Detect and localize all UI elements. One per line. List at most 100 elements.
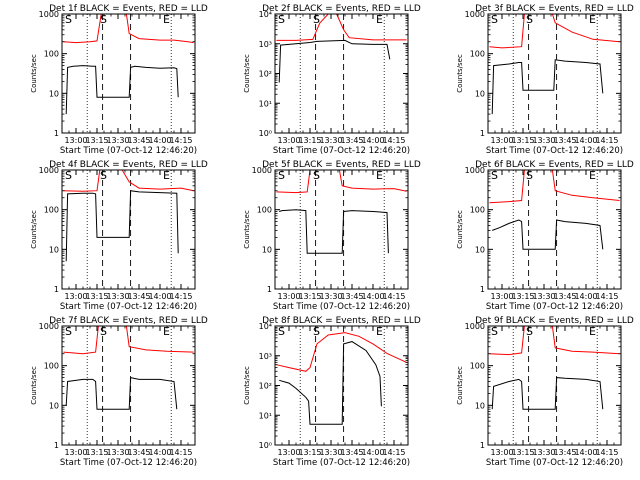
x-tick-label: 14:15 (595, 136, 618, 145)
start-marker: S (100, 13, 107, 26)
end-marker: E (589, 13, 596, 26)
end-marker: E (589, 325, 596, 338)
y-tick-label: 10 (49, 89, 59, 98)
y-tick-label: 10 (475, 245, 485, 254)
x-tick-label: 13:00 (490, 292, 513, 301)
x-tick-label: 14:00 (148, 448, 171, 457)
x-axis-label: Start Time (07-Oct-12 12:46:20) (273, 458, 410, 468)
end-marker: E (163, 169, 170, 182)
y-tick-label: 10³ (259, 40, 272, 49)
lld-series-line (276, 169, 407, 194)
end-marker: E (376, 325, 383, 338)
y-tick-label: 1000 (465, 10, 485, 19)
start-marker: S (491, 325, 498, 338)
y-tick-label: 1 (480, 441, 485, 450)
x-tick-label: 14:15 (595, 448, 618, 457)
start-marker: S (491, 169, 498, 182)
x-tick-label: 14:00 (361, 136, 384, 145)
lld-series-line (489, 169, 620, 204)
y-axis-label: Counts/sec (243, 210, 251, 249)
y-axis-label: Counts/sec (243, 54, 251, 93)
start-marker: S (526, 169, 533, 182)
x-tick-label: 14:00 (574, 136, 597, 145)
x-tick-label: 14:00 (574, 448, 597, 457)
panel-title: Det 1f BLACK = Events, RED = LLD (49, 4, 208, 14)
y-axis-label: Counts/sec (456, 366, 464, 405)
y-tick-label: 10 (262, 245, 272, 254)
panel-title: Det 6f BLACK = Events, RED = LLD (475, 160, 634, 170)
x-tick-label: 13:30 (532, 136, 555, 145)
panel-title: Det 9f BLACK = Events, RED = LLD (475, 316, 634, 326)
x-tick-label: 13:00 (277, 292, 300, 301)
y-tick-label: 10² (259, 382, 272, 391)
x-tick-label: 14:00 (361, 292, 384, 301)
x-tick-label: 13:15 (85, 136, 108, 145)
end-marker: E (589, 169, 596, 182)
x-tick-label: 14:15 (382, 136, 405, 145)
end-marker: E (376, 13, 383, 26)
x-tick-label: 13:30 (532, 448, 555, 457)
plot-frame (274, 13, 409, 134)
x-tick-label: 13:30 (106, 448, 129, 457)
x-tick-label: 13:45 (553, 448, 576, 457)
start-marker: S (65, 13, 72, 26)
x-tick-label: 13:30 (532, 292, 555, 301)
y-axis-label: Counts/sec (30, 210, 38, 249)
y-tick-label: 1000 (465, 166, 485, 175)
x-tick-label: 13:00 (64, 292, 87, 301)
y-tick-label: 10 (49, 245, 59, 254)
lld-series-line (63, 325, 194, 355)
lld-series-line (63, 13, 194, 44)
lld-series-line (276, 13, 407, 41)
x-axis-label: Start Time (07-Oct-12 12:46:20) (60, 146, 197, 156)
plot-frame (487, 325, 622, 446)
x-tick-label: 13:15 (298, 136, 321, 145)
x-tick-label: 13:30 (106, 292, 129, 301)
y-axis-label: Counts/sec (456, 54, 464, 93)
plot-frame (487, 169, 622, 290)
start-marker: S (278, 325, 285, 338)
x-axis-label: Start Time (07-Oct-12 12:46:20) (273, 146, 410, 156)
x-axis-label: Start Time (07-Oct-12 12:46:20) (273, 302, 410, 312)
x-tick-label: 13:45 (340, 292, 363, 301)
plot-frame (61, 325, 196, 446)
y-tick-label: 100 (470, 50, 485, 59)
plot-frame (61, 169, 196, 290)
plot-frame (487, 13, 622, 134)
y-tick-label: 1 (480, 285, 485, 294)
start-marker: S (313, 169, 320, 182)
lld-series-line (63, 169, 194, 192)
lld-series-line (276, 332, 407, 372)
y-tick-label: 1000 (39, 10, 59, 19)
x-axis-label: Start Time (07-Oct-12 12:46:20) (486, 146, 623, 156)
start-marker: S (313, 13, 320, 26)
x-axis-label: Start Time (07-Oct-12 12:46:20) (486, 458, 623, 468)
x-tick-label: 14:15 (595, 292, 618, 301)
panel-title: Det 8f BLACK = Events, RED = LLD (262, 316, 421, 326)
y-tick-label: 1000 (465, 322, 485, 331)
x-tick-label: 13:00 (490, 448, 513, 457)
x-axis-label: Start Time (07-Oct-12 12:46:20) (60, 302, 197, 312)
x-tick-label: 13:15 (511, 136, 534, 145)
x-tick-label: 14:15 (169, 448, 192, 457)
y-axis-label: Counts/sec (30, 54, 38, 93)
start-marker: S (278, 169, 285, 182)
end-marker: E (163, 13, 170, 26)
start-marker: S (491, 13, 498, 26)
x-tick-label: 13:45 (340, 448, 363, 457)
x-tick-label: 14:00 (148, 292, 171, 301)
plot-frame (274, 169, 409, 290)
y-tick-label: 1 (54, 129, 59, 138)
start-marker: S (65, 169, 72, 182)
plot-frame (61, 13, 196, 134)
x-axis-label: Start Time (07-Oct-12 12:46:20) (60, 458, 197, 468)
x-tick-label: 13:15 (85, 448, 108, 457)
y-tick-label: 1 (54, 441, 59, 450)
start-marker: S (65, 325, 72, 338)
events-series-line (65, 376, 178, 410)
x-tick-label: 13:30 (106, 136, 129, 145)
start-marker: S (526, 13, 533, 26)
